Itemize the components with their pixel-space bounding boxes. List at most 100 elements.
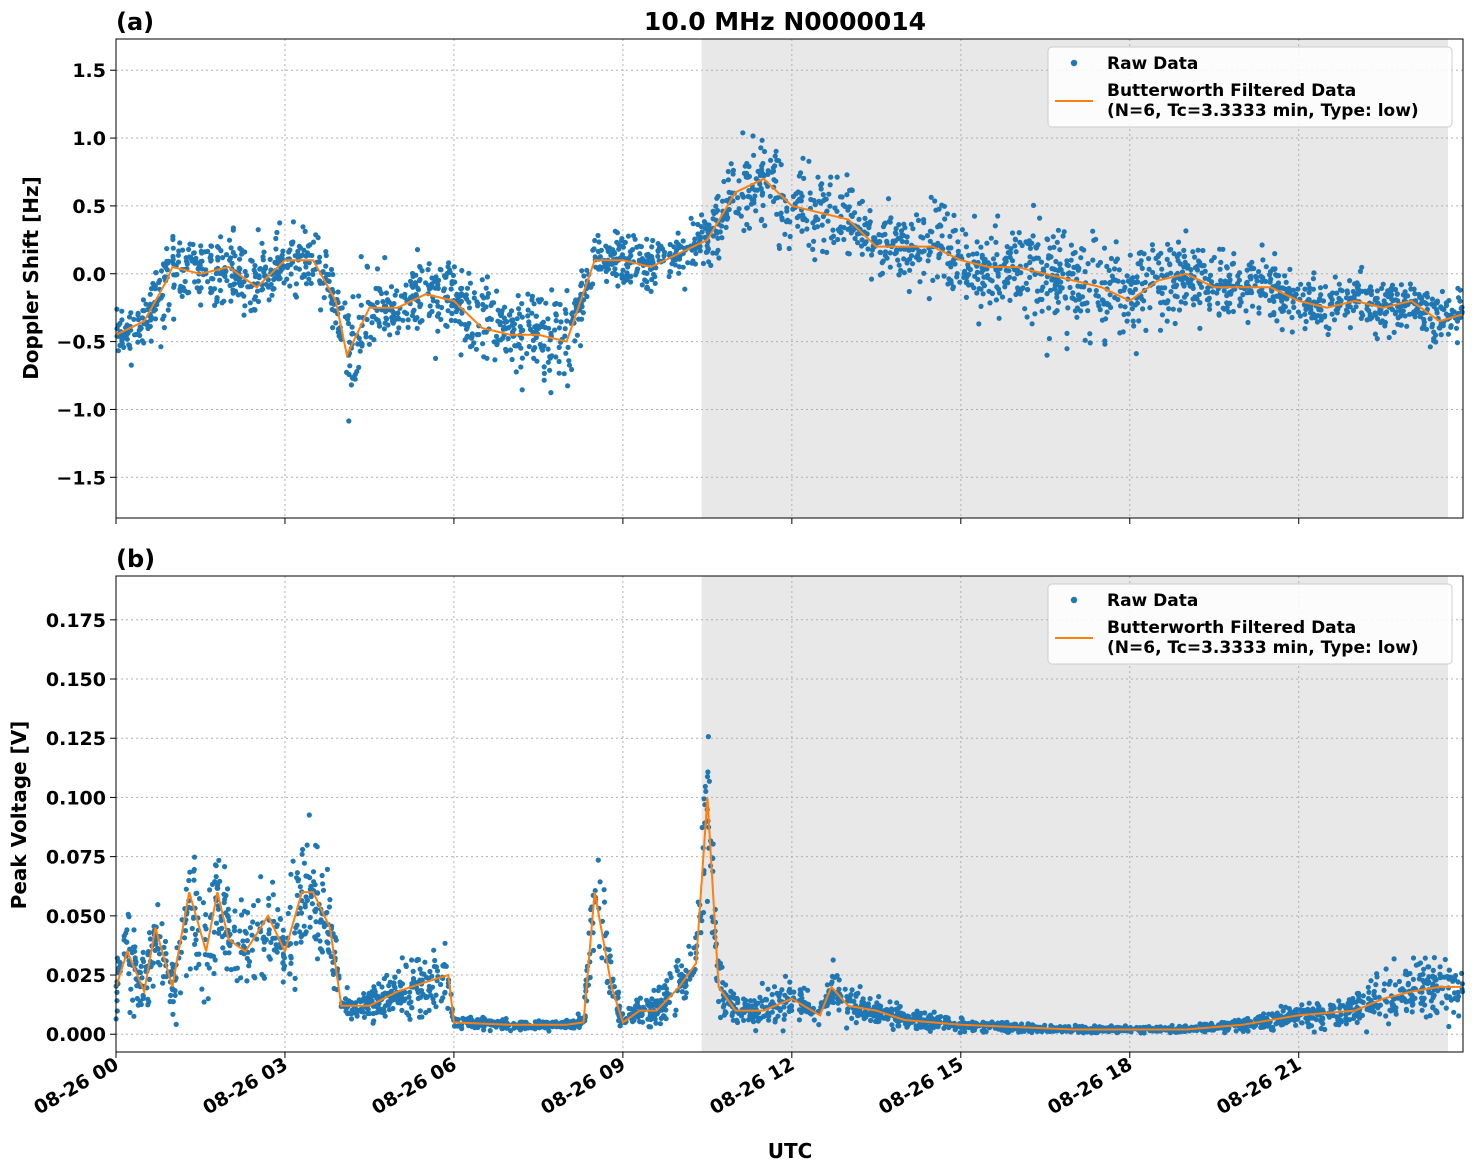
- raw-data-point: [449, 281, 455, 287]
- raw-data-point: [115, 348, 121, 354]
- raw-data-point: [186, 246, 192, 252]
- raw-data-point: [1395, 995, 1401, 1001]
- raw-data-point: [422, 959, 428, 965]
- raw-data-point: [1365, 984, 1371, 990]
- raw-data-point: [1224, 304, 1230, 310]
- raw-data-point: [320, 269, 326, 275]
- raw-data-point: [1299, 1020, 1305, 1026]
- raw-data-point: [579, 280, 585, 286]
- raw-data-point: [1108, 255, 1114, 262]
- raw-data-point: [1157, 327, 1164, 333]
- raw-data-point: [497, 322, 503, 328]
- raw-data-point: [186, 877, 192, 884]
- raw-data-point: [1256, 269, 1262, 275]
- raw-data-point: [193, 255, 199, 261]
- raw-data-point: [1207, 302, 1213, 308]
- raw-data-point: [1177, 261, 1183, 267]
- raw-data-point: [241, 293, 247, 299]
- raw-data-point: [690, 221, 696, 227]
- raw-data-point: [1121, 311, 1127, 318]
- raw-data-point: [239, 251, 245, 257]
- raw-data-point: [196, 896, 203, 902]
- raw-data-point: [1245, 319, 1251, 326]
- raw-data-point: [241, 312, 247, 318]
- raw-data-point: [1024, 314, 1030, 320]
- raw-data-point: [664, 978, 670, 984]
- raw-data-point: [1178, 299, 1184, 305]
- raw-data-point: [240, 938, 246, 944]
- raw-data-point: [1392, 982, 1398, 988]
- raw-data-point: [1224, 265, 1230, 271]
- raw-data-point: [509, 356, 515, 363]
- raw-data-point: [354, 1013, 360, 1019]
- raw-data-point: [1093, 288, 1099, 294]
- raw-data-point: [1451, 309, 1457, 315]
- raw-data-point: [596, 239, 602, 245]
- raw-data-point: [706, 778, 713, 784]
- raw-data-point: [505, 336, 511, 342]
- raw-data-point: [1205, 289, 1211, 295]
- raw-data-point: [177, 240, 183, 246]
- raw-data-point: [417, 264, 423, 270]
- raw-data-point: [1439, 288, 1445, 295]
- raw-data-point: [995, 213, 1001, 219]
- raw-data-point: [810, 220, 816, 226]
- raw-data-point: [978, 244, 984, 250]
- raw-data-point: [1007, 254, 1013, 260]
- raw-data-point: [126, 914, 132, 920]
- raw-data-point: [1230, 1020, 1236, 1026]
- raw-data-point: [1226, 309, 1232, 315]
- raw-data-point: [648, 266, 654, 272]
- raw-data-point: [143, 301, 149, 307]
- raw-data-point: [932, 198, 938, 204]
- raw-data-point: [512, 343, 518, 349]
- raw-data-point: [1455, 979, 1461, 985]
- raw-data-point: [1052, 285, 1058, 292]
- raw-data-point: [1064, 262, 1070, 268]
- raw-data-point: [725, 177, 732, 183]
- raw-data-point: [1058, 267, 1064, 273]
- raw-data-point: [1270, 266, 1276, 272]
- raw-data-point: [679, 963, 685, 969]
- raw-data-point: [713, 203, 719, 209]
- raw-data-point: [974, 290, 980, 296]
- raw-data-point: [538, 345, 544, 351]
- raw-data-point: [678, 244, 684, 250]
- raw-data-point: [804, 1009, 810, 1015]
- raw-data-point: [1249, 290, 1255, 296]
- raw-data-point: [1362, 288, 1368, 294]
- raw-data-point: [1431, 955, 1437, 961]
- raw-data-point: [1440, 323, 1446, 329]
- raw-data-point: [714, 230, 720, 236]
- raw-data-point: [734, 1019, 741, 1026]
- raw-data-point: [1366, 308, 1372, 314]
- raw-data-point: [1433, 977, 1439, 983]
- raw-data-point: [692, 236, 698, 242]
- raw-data-point: [272, 935, 278, 941]
- raw-data-point: [328, 266, 335, 273]
- raw-data-point: [1389, 282, 1396, 288]
- raw-data-point: [249, 932, 255, 938]
- raw-data-point: [1029, 321, 1035, 327]
- raw-data-point: [576, 316, 582, 322]
- raw-data-point: [1336, 998, 1342, 1004]
- raw-data-point: [698, 930, 704, 936]
- raw-data-point: [831, 239, 837, 246]
- raw-data-point: [878, 249, 884, 256]
- raw-data-point: [1373, 982, 1379, 988]
- raw-data-point: [806, 158, 812, 164]
- raw-data-point: [680, 238, 686, 244]
- raw-data-point: [433, 964, 439, 970]
- raw-data-point: [383, 315, 389, 321]
- raw-data-point: [386, 983, 392, 989]
- raw-data-point: [152, 316, 159, 322]
- raw-data-point: [128, 362, 134, 368]
- raw-data-point: [462, 293, 468, 300]
- raw-data-point: [1039, 308, 1045, 314]
- raw-data-point: [775, 195, 781, 201]
- raw-data-point: [519, 335, 525, 341]
- raw-data-point: [510, 321, 516, 328]
- raw-data-point: [566, 358, 572, 364]
- raw-data-point: [736, 178, 742, 184]
- raw-data-point: [885, 196, 892, 202]
